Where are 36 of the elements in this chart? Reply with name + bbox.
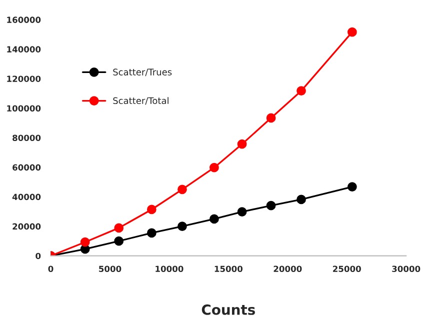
x-tick-label: 25000 [333,266,361,272]
point [80,237,90,247]
legend-label: Scatter/Total [113,97,168,105]
y-tick-label: 160000 [7,16,41,23]
x-tick-label: 30000 [392,266,420,272]
y-tick-label: 120000 [7,76,41,82]
point [348,182,357,192]
point [178,222,187,232]
y-tick-label: 60000 [12,164,41,171]
point [348,27,357,37]
y-tick-label: 140000 [7,46,41,52]
point [146,228,156,238]
x-tick-label: 10000 [156,266,184,272]
point [237,207,247,217]
point [210,162,219,172]
x-tick-label: 20000 [274,266,302,272]
point [210,214,219,224]
y-tick-label: 40000 [12,194,41,200]
y-tick-label: 100000 [7,105,41,112]
y-tick-label: 20000 [12,223,41,230]
point [296,194,306,204]
legend-label: Scatter/Trues [113,68,172,76]
x-axis-title: Counts [202,304,255,315]
x-tick-label: 5000 [99,266,122,272]
x-tick-label: 0 [48,266,54,272]
y-tick-label: 0 [36,252,41,260]
point [178,184,187,194]
point [266,113,276,123]
point [296,86,306,96]
y-tick-label: 80000 [12,134,41,142]
point [237,139,247,149]
point [146,204,156,214]
point [266,200,276,210]
x-tick-label: 15000 [214,266,243,272]
point [114,223,124,233]
point [114,236,124,246]
